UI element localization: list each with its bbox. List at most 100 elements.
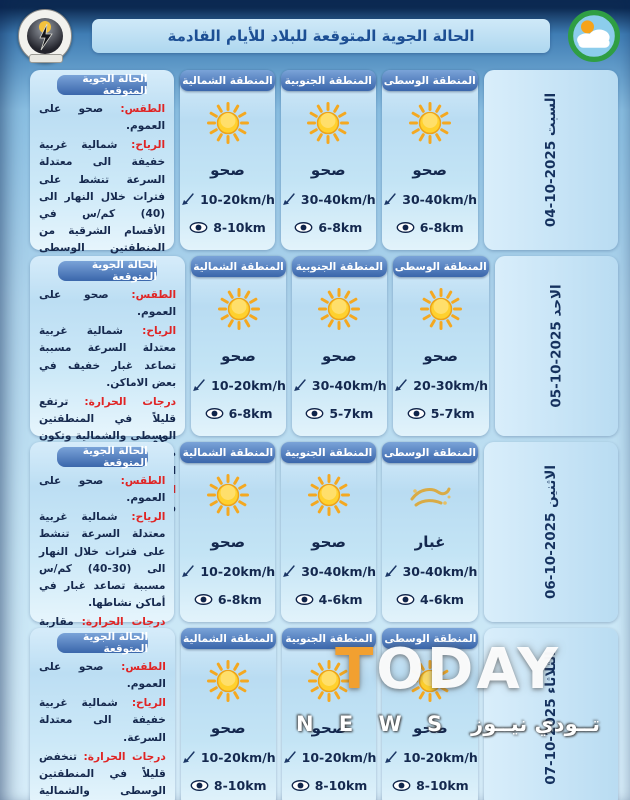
region-name: المنطقة الوسطى [384,446,476,459]
eye-icon [295,593,314,606]
detail-text: صحو على العموم. [39,661,166,691]
date-label: الاحد 2025-10-05 [548,284,565,408]
region-name: المنطقة الجنوبية [285,632,373,645]
eye-icon [205,407,224,420]
eye-icon [294,221,313,234]
region-header: المنطقة الجنوبية [291,256,387,277]
visibility-value: 6-8km [419,220,464,235]
date-label: السبت 2025-10-04 [542,92,559,228]
wind-speed: 10-20km/h [200,564,276,579]
condition-label: صحو [210,161,245,179]
visibility-value: 8-10km [213,220,266,235]
wind-metric: 10-20km/h [180,192,275,207]
forecast-text-card: الحالة الجوية المتوقعة الطقس: صحو على ال… [30,628,175,800]
visibility-value: 6-8km [318,220,363,235]
forecast-card-title: الحالة الجوية المتوقعة [56,73,148,97]
region-header: المنطقة الجنوبية [281,628,377,649]
visibility-value: 4-6km [420,592,464,607]
detail-text: شمالية غربية معتدلة السرعة تنشط على فترا… [39,511,166,610]
region-card-northern: المنطقة الشمالية صحو 10-20km/h 6-8km [191,256,286,436]
forecast-line-wind: الرياح: شمالية غربية معتدلة السرعة مسببة… [39,323,176,392]
visibility-metric: 8-10km [190,778,267,793]
region-header: المنطقة الوسطى [381,442,478,463]
wind-icon [383,564,398,579]
visibility-value: 6-8km [217,592,262,607]
header: الحالة الجوية المتوقعة للبلاد للأيام الق… [0,0,630,64]
region-name: المنطقة الوسطى [383,74,476,87]
visibility-value: 6-8km [228,406,273,421]
forecast-text-card: الحالة الجوية المتوقعة الطقس: صحو على ال… [30,256,186,513]
visibility-value: 8-10km [416,778,469,793]
wind-speed: 30-40km/h [402,192,478,207]
detail-label: الطقس: [120,475,166,487]
wind-speed: 30-40km/h [300,192,376,207]
detail-text: شمالية غربية معتدلة السرعة مسببة تصاعد غ… [39,325,177,389]
wind-speed: 10-20km/h [211,378,286,393]
region-name: المنطقة الجنوبية [295,260,383,273]
date-strip: الاثنين 2025-10-06 [483,442,618,622]
condition-label: صحو [413,719,448,737]
region-card-southern: المنطقة الجنوبية صحو 30-40km/h 5-7km [291,256,387,436]
region-header: المنطقة الشمالية [191,256,286,277]
sun-icon [317,287,361,331]
forecast-card-title: الحالة الجوية المتوقعة [58,259,157,283]
sun-icon [408,101,452,145]
wind-speed: 10-20km/h [200,750,276,765]
condition-label: صحو [210,533,246,551]
detail-text: شمالية غربية خفيفة الى معتدلة السرعة. [39,697,166,744]
wind-speed: 30-40km/h [301,564,376,579]
eye-icon [194,593,213,606]
wind-metric: 10-20km/h [181,750,276,765]
detail-label: الرياح: [131,697,166,710]
detail-text: صحو على العموم. [39,475,166,505]
date-label: الاثنين 2025-10-06 [542,464,559,600]
day-row-sunday: الاحد 2025-10-05 المنطقة الوسطى صحو 20-3… [30,256,618,513]
region-name: المنطقة الجنوبية [284,74,372,87]
region-header: المنطقة الشمالية [180,442,276,463]
region-name: المنطقة الشمالية [183,632,274,645]
visibility-metric: 6-8km [294,220,362,235]
eye-icon [392,779,411,792]
visibility-value: 8-10km [213,778,267,793]
wind-metric: 10-20km/h [180,564,275,579]
forecast-text-card: الحالة الجوية المتوقعة الطقس: صحو على ال… [30,70,175,447]
visibility-metric: 8-10km [392,778,469,793]
sun-icon [419,287,463,331]
sun-icon [217,287,261,331]
visibility-metric: 6-8km [205,406,273,421]
forecast-line-weather: الطقس: صحو على العموم. [39,473,165,507]
region-card-central: المنطقة الوسطى صحو 20-30km/h 5-7km [392,256,489,436]
condition-label: غبار [414,533,446,551]
forecast-line-weather: الطقس: صحو على العموم. [39,287,176,321]
condition-label: صحو [321,347,357,365]
region-name: المنطقة الوسطى [394,260,487,273]
region-header: المنطقة الشمالية [180,70,275,91]
forecast-rows: السبت 2025-10-04 المنطقة الوسطى صحو 30-4… [0,64,630,800]
forecast-line-wind: الرياح: شمالية غربية خفيفة الى معتدلة ال… [39,695,166,746]
visibility-value: 5-7km [430,406,475,421]
wind-icon [180,564,195,579]
region-card-central: المنطقة الوسطى صحو 30-40km/h 6-8km [381,70,478,250]
wind-icon [191,378,206,393]
region-card-southern: المنطقة الجنوبية صحو 30-40km/h 4-6km [281,442,376,622]
region-card-central: المنطقة الوسطى غبار 30-40km/h 4-6km [381,442,478,622]
detail-label: الرياح: [131,511,166,524]
day-row-saturday: السبت 2025-10-04 المنطقة الوسطى صحو 30-4… [30,70,618,447]
visibility-value: 5-7km [329,406,374,421]
condition-label: صحو [210,719,246,737]
detail-text: تنخفض قليلاً في المنطقتين الوسطى والشمال… [39,750,166,798]
day-row-tuesday: الثلاثاء 2025-10-07 المنطقة الوسطى صحو 1… [30,628,618,800]
wind-icon [382,192,397,207]
visibility-metric: 6-8km [396,220,464,235]
eye-icon [396,221,415,234]
date-label: الثلاثاء 2025-10-07 [543,651,560,785]
sun-icon [307,473,351,517]
wind-icon [281,192,296,207]
eye-icon [189,221,208,234]
forecast-line-weather: الطقس: صحو على العموم. [39,101,165,135]
logo-globe [27,18,63,54]
region-name: المنطقة الشمالية [193,260,284,273]
eye-icon [407,407,426,420]
detail-label: الطقس: [120,103,166,115]
